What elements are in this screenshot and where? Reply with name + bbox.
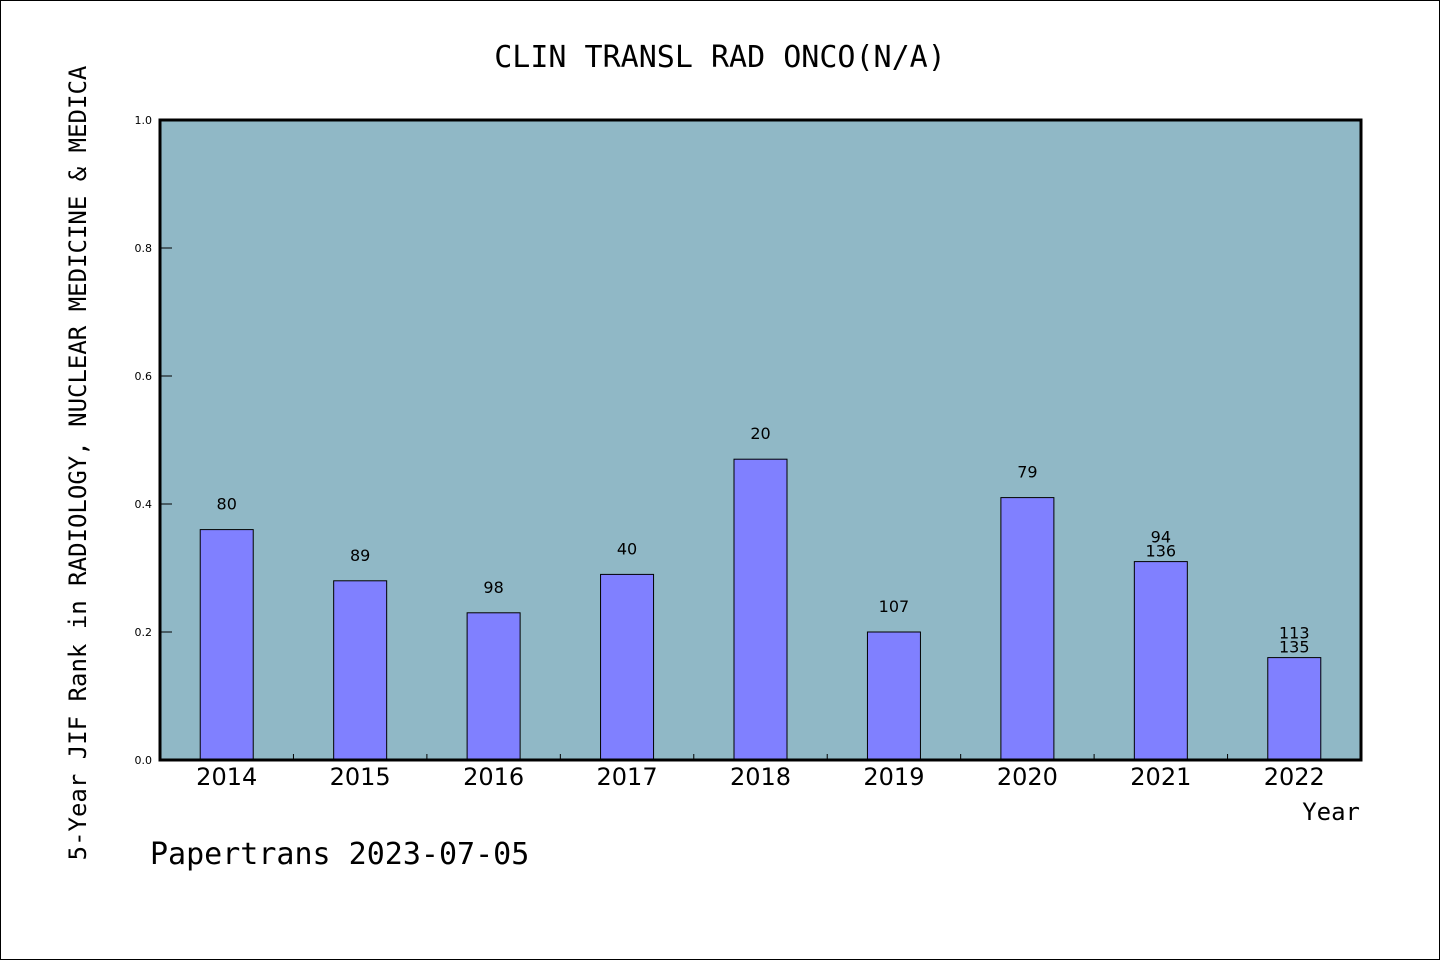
bar-2021 — [1133, 561, 1188, 761]
data-label: 94 — [1151, 528, 1171, 547]
data-label: 40 — [617, 539, 637, 558]
data-label: 113 — [1279, 624, 1310, 643]
x-tick-label: 2021 — [1130, 763, 1191, 791]
bar-2022 — [1267, 657, 1322, 761]
data-label: 98 — [483, 578, 503, 597]
bar-2017 — [600, 573, 655, 761]
x-axis-ticks: 2014 2015 2016 2017 2018 2019 2020 2021 2022 — [196, 754, 1325, 791]
bars — [199, 458, 1322, 761]
x-tick-label: 2016 — [463, 763, 524, 791]
x-tick-label: 2014 — [196, 763, 257, 791]
bar-2014 — [199, 529, 254, 761]
x-tick-label: 2018 — [730, 763, 791, 791]
chart-title: CLIN TRANSL RAD ONCO(N/A) — [494, 40, 946, 75]
data-label: 20 — [750, 424, 770, 443]
bar-2015 — [333, 580, 388, 761]
x-tick-label: 2020 — [997, 763, 1058, 791]
bar-2020 — [1000, 497, 1055, 761]
bar-2019 — [866, 631, 921, 761]
x-tick-label: 2017 — [597, 763, 658, 791]
plot-border — [158, 118, 1363, 762]
bar-2016 — [466, 612, 521, 761]
data-label: 89 — [350, 546, 370, 565]
y-tick-label: 0.6 — [135, 370, 153, 383]
data-label: 79 — [1017, 463, 1037, 482]
x-tick-label: 2015 — [330, 763, 391, 791]
y-tick-label: 0.8 — [135, 242, 153, 255]
data-label: 135 — [1279, 638, 1310, 657]
x-tick-label: 2022 — [1264, 763, 1325, 791]
x-tick-label: 2019 — [863, 763, 924, 791]
y-axis-label: 5-Year JIF Rank in RADIOLOGY, NUCLEAR ME… — [64, 65, 92, 860]
x-axis-label: Year — [1302, 798, 1360, 826]
data-label: 107 — [879, 597, 910, 616]
bar-2018 — [733, 458, 788, 761]
y-axis-ticks: 0.0 0.2 0.4 0.6 0.8 1.0 — [135, 114, 172, 767]
footer-credit: Papertrans 2023-07-05 — [150, 837, 529, 872]
y-tick-label: 0.0 — [135, 754, 153, 767]
y-tick-label: 0.2 — [135, 626, 153, 639]
y-tick-label: 1.0 — [135, 114, 153, 127]
data-label: 136 — [1146, 542, 1177, 561]
data-label: 80 — [217, 495, 237, 514]
y-tick-label: 0.4 — [135, 498, 153, 511]
